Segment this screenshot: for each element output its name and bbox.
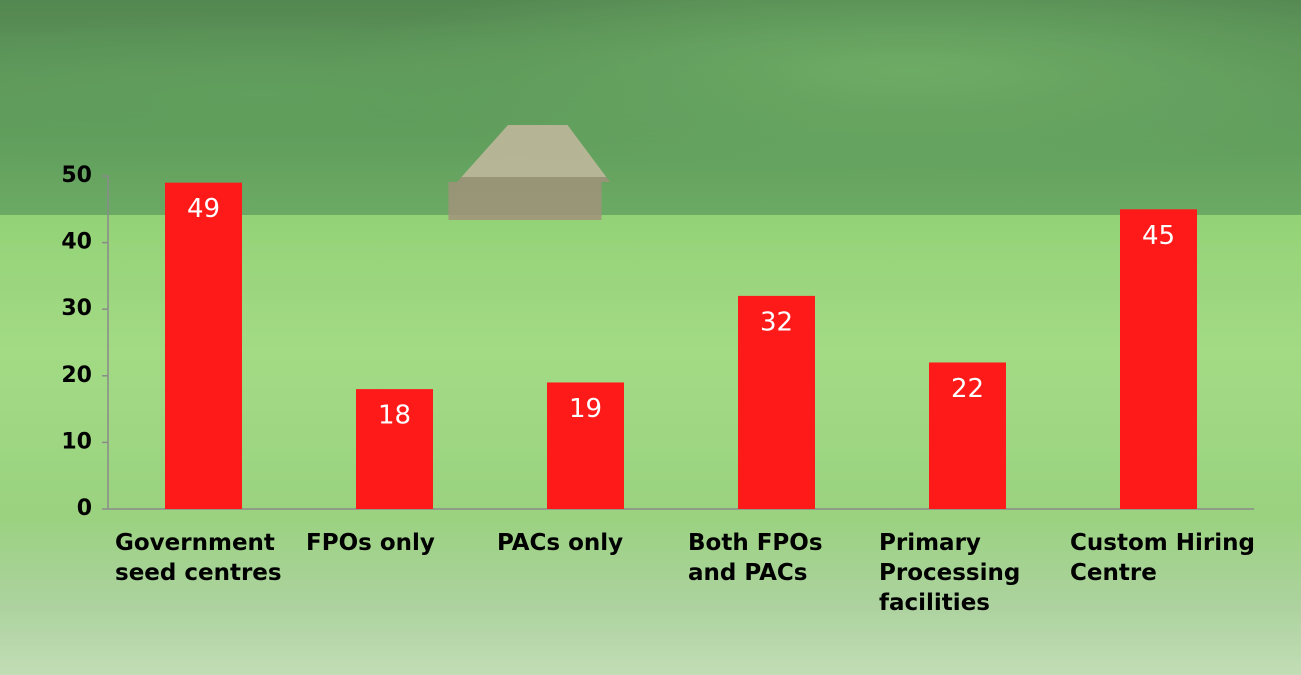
bar — [738, 295, 815, 509]
y-tick-label: 10 — [61, 429, 92, 454]
x-tick-label: Custom Hiring Centre — [1070, 530, 1255, 586]
bar — [929, 362, 1006, 509]
y-tick-label: 30 — [61, 296, 92, 321]
y-tick-label: 0 — [77, 496, 92, 521]
x-tick-label: Primary Processing facilities — [879, 530, 1021, 616]
x-tick-label: FPOs only — [306, 530, 435, 556]
bar — [356, 389, 433, 509]
value-label: 45 — [1142, 221, 1175, 251]
y-tick-label: 50 — [61, 163, 92, 188]
x-tick-label: Both FPOs and PACs — [688, 530, 823, 586]
x-tick-label: Government seed centres — [115, 530, 282, 586]
value-label: 32 — [760, 307, 793, 337]
x-tick-label: PACs only — [497, 530, 624, 556]
y-tick-label: 20 — [61, 363, 92, 388]
value-label: 19 — [569, 394, 602, 424]
value-label: 49 — [187, 194, 220, 224]
bar — [165, 182, 242, 509]
value-label: 18 — [378, 401, 411, 431]
bar — [1120, 209, 1197, 510]
bar — [547, 382, 624, 509]
y-tick-label: 40 — [61, 230, 92, 255]
value-label: 22 — [951, 374, 984, 404]
